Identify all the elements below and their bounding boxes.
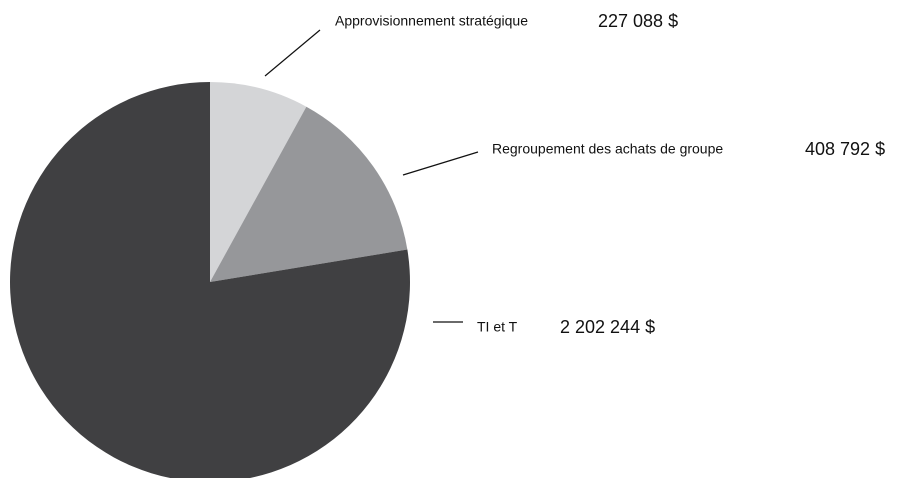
value-label: 2 202 244 $	[560, 317, 655, 337]
leader-line	[264, 29, 321, 77]
pie-slice	[10, 82, 410, 478]
slice-label: TI et T	[477, 319, 518, 335]
value-label: 227 088 $	[598, 11, 678, 31]
pie-slice	[210, 106, 408, 282]
slice-label: Regroupement des achats de groupe	[492, 141, 723, 157]
value-label: 408 792 $	[805, 139, 885, 159]
leader-line	[402, 151, 479, 176]
pie-slice	[210, 82, 307, 282]
slice-label: Approvisionnement stratégique	[335, 13, 528, 29]
